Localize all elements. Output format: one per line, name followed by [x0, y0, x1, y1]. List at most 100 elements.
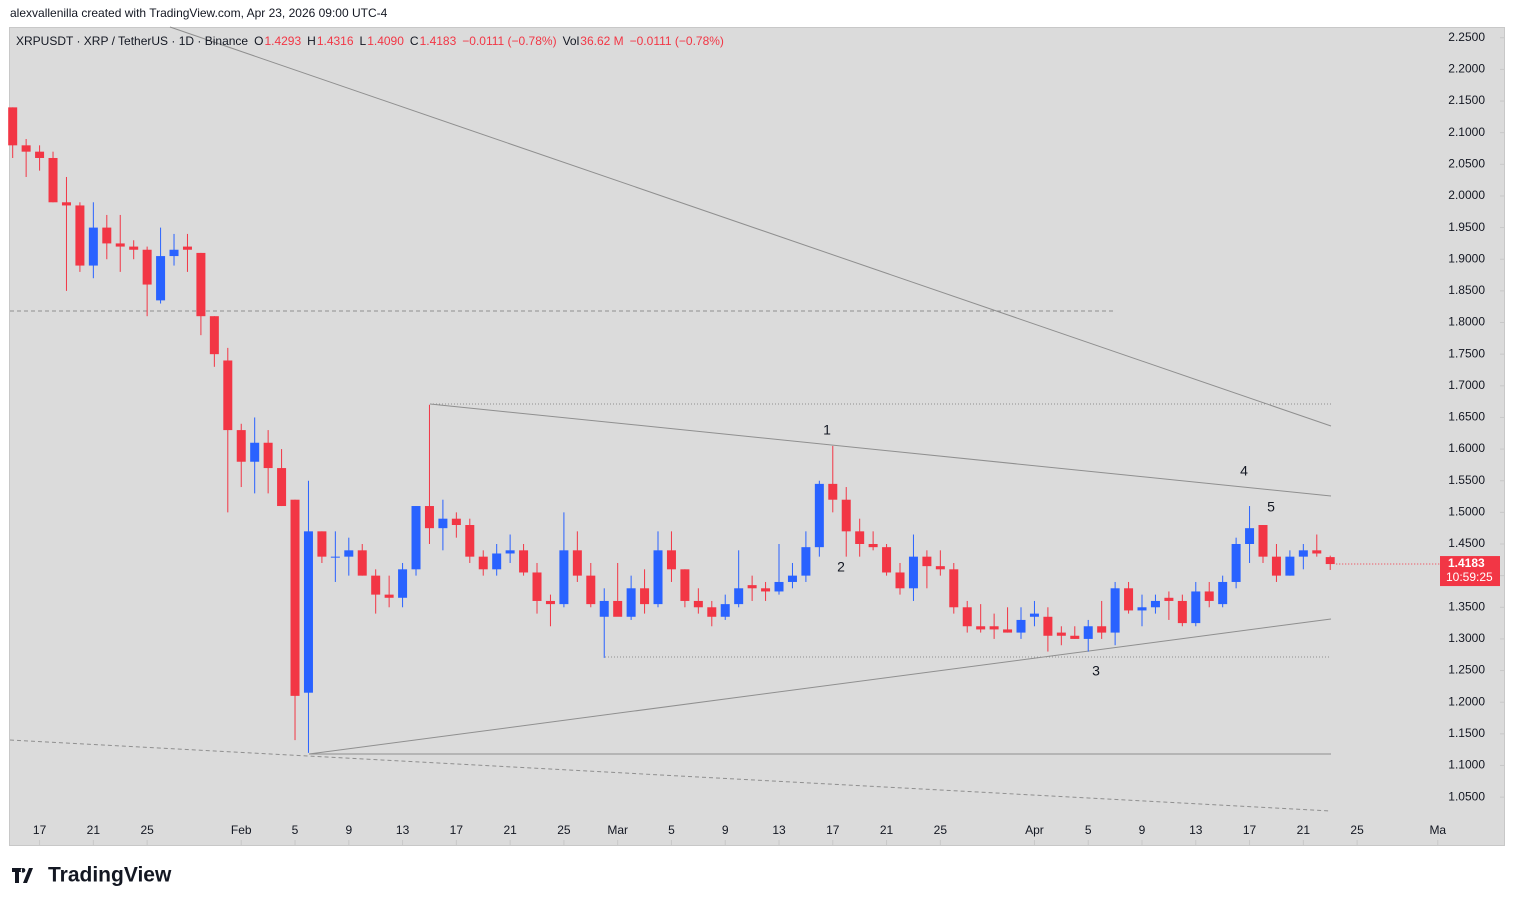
wave-label: 5 [1267, 499, 1275, 515]
plot-area [9, 27, 1505, 846]
candle-body [223, 360, 233, 431]
candle-body [303, 531, 313, 693]
candle-body [48, 157, 58, 203]
candle-body [572, 550, 582, 576]
candle-body [492, 553, 502, 570]
candle-body [949, 569, 959, 608]
candle-body [599, 600, 609, 617]
candle-body [855, 531, 865, 544]
candle-body [156, 256, 166, 301]
x-tick-label: 21 [880, 823, 894, 837]
wave-label: 1 [823, 422, 831, 438]
y-tick-label: 1.5000 [1448, 505, 1485, 519]
candle-body [1204, 591, 1214, 601]
y-tick-label: 2.1500 [1448, 93, 1485, 107]
candles [8, 107, 1335, 753]
candle-body [1043, 616, 1053, 636]
y-tick-label: 1.1000 [1448, 758, 1485, 772]
field-value: 36.62 M [580, 34, 624, 48]
candle-body [1177, 600, 1187, 624]
y-tick-label: 1.6500 [1448, 410, 1485, 424]
candle-body [895, 572, 905, 589]
price-tag [1440, 556, 1500, 587]
x-tick-label: 9 [345, 823, 352, 837]
candle-body [371, 575, 381, 595]
candle-body [626, 588, 636, 617]
field-value: 1.4293 [264, 34, 302, 48]
candle-body [1285, 556, 1295, 576]
candle-body [1298, 550, 1308, 557]
wave-label: 3 [1092, 663, 1100, 679]
legend-field: C 1.4183 [410, 34, 456, 48]
candle-body [8, 107, 18, 146]
x-tick-label: 21 [87, 823, 101, 837]
legend-field: Vol 36.62 M [563, 34, 624, 48]
x-tick-label: 21 [1297, 823, 1311, 837]
x-tick-label: Mar [607, 823, 628, 837]
candle-body [330, 556, 340, 558]
candle-body [707, 607, 717, 617]
x-tick-label: 25 [557, 823, 571, 837]
price-tag-value: 1.4183 [1448, 556, 1485, 570]
candle-body [519, 550, 529, 573]
candle-body [640, 588, 650, 605]
candle-body [1191, 591, 1201, 624]
y-tick-label: 2.0000 [1448, 188, 1485, 202]
candle-body [1271, 556, 1281, 576]
x-tick-label: 5 [1085, 823, 1092, 837]
y-tick-label: 1.4500 [1448, 536, 1485, 550]
logo-text: TradingView [48, 864, 172, 887]
legend: XRPUSDT · XRP / TetherUS · 1D · Binance … [16, 34, 724, 48]
candle-body [761, 588, 771, 592]
candle-body [1312, 550, 1322, 554]
candle-body [734, 588, 744, 605]
candle-body [1137, 607, 1147, 611]
candle-body [908, 556, 918, 589]
trend-line [429, 403, 1332, 497]
x-tick-label: Apr [1025, 823, 1044, 837]
candle-body [1097, 626, 1107, 633]
candle-body [142, 249, 152, 285]
field-value: 1.4316 [316, 34, 354, 48]
candle-body [868, 543, 878, 548]
x-tick-label: 5 [292, 823, 299, 837]
candle-body [411, 506, 421, 570]
candle-body [398, 569, 408, 598]
candle-body [129, 246, 139, 250]
y-tick-label: 1.7000 [1448, 378, 1485, 392]
y-tick-label: 1.5500 [1448, 473, 1485, 487]
candle-body [451, 518, 461, 526]
x-tick-label: 13 [396, 823, 410, 837]
symbol: XRPUSDT · XRP / TetherUS · 1D · Binance [16, 34, 249, 48]
y-tick-label: 1.8500 [1448, 283, 1485, 297]
y-tick-label: 1.9500 [1448, 220, 1485, 234]
candle-body [1258, 525, 1268, 557]
candle-body [35, 151, 45, 158]
candle-body [465, 525, 475, 557]
x-tick-label: 21 [503, 823, 517, 837]
y-tick-label: 2.1000 [1448, 125, 1485, 139]
candle-body [1231, 543, 1241, 582]
x-tick-label: Feb [231, 823, 252, 837]
y-tick-label: 1.9000 [1448, 251, 1485, 265]
y-tick-label: 2.0500 [1448, 156, 1485, 170]
y-tick-label: 1.0500 [1448, 789, 1485, 803]
candle-body [1110, 588, 1120, 633]
x-tick-label: 25 [934, 823, 948, 837]
candle-body [1150, 600, 1160, 608]
candle-body [680, 569, 690, 601]
field-key: H [307, 34, 316, 48]
field-key: L [359, 34, 367, 48]
legend-field: −0.0111 (−0.78%) [462, 34, 556, 48]
trend-line [308, 618, 1332, 755]
candle-body [384, 594, 394, 598]
candle-body [236, 430, 246, 462]
candle-body [828, 483, 838, 500]
legend-field: H 1.4316 [307, 34, 353, 48]
candle-body [586, 575, 596, 605]
candle-body [1003, 629, 1013, 633]
candle-body [882, 547, 892, 573]
candle-body [935, 566, 945, 570]
x-tick-label: 5 [668, 823, 675, 837]
candle-body [747, 585, 757, 589]
